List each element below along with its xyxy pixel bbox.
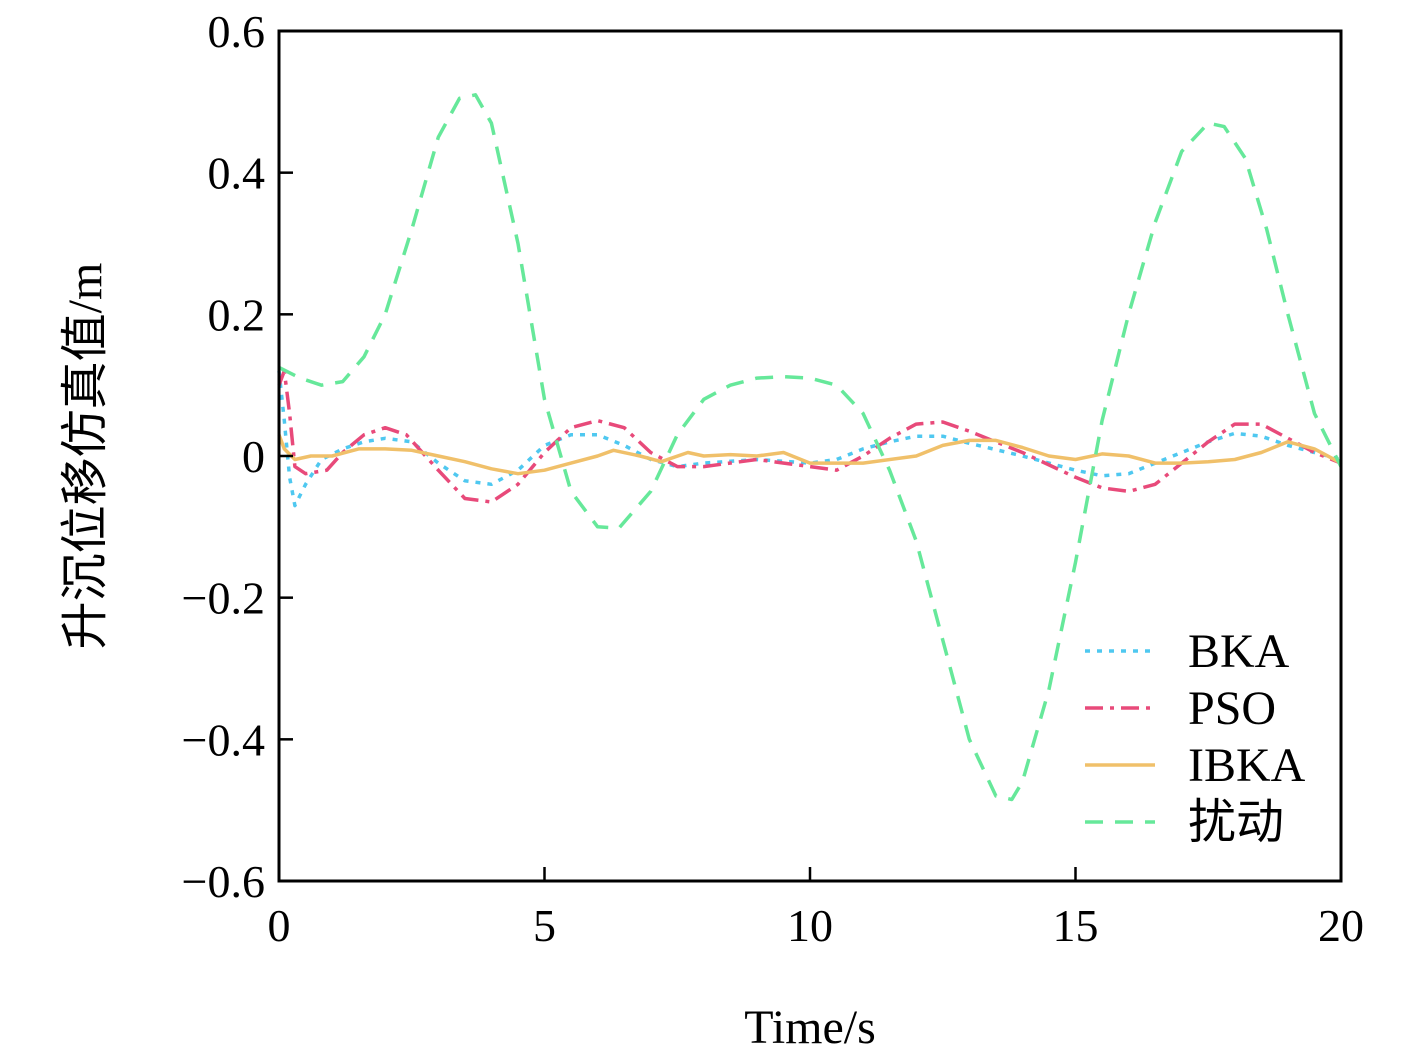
y-tick-label: −0.4: [182, 714, 265, 765]
legend-label: BKA: [1188, 625, 1290, 678]
series-layer: [277, 93, 1343, 802]
y-tick-label: 0.4: [208, 148, 266, 199]
x-axis-label: Time/s: [744, 1001, 876, 1054]
x-axis-ticks: 0 5 10 15 20: [268, 867, 1364, 951]
series-line-1: [277, 370, 1342, 508]
series-line-4: [278, 93, 1343, 802]
y-tick-label: −0.6: [182, 856, 265, 907]
y-axis-ticks: −0.6 −0.4 −0.2 0 0.2 0.4 0.6: [182, 6, 293, 907]
legend-label: IBKA: [1188, 739, 1306, 792]
legend-label: 扰动: [1188, 796, 1284, 849]
y-tick-label: 0: [242, 431, 265, 482]
x-tick-label: 20: [1318, 900, 1364, 951]
series-line-3: [277, 434, 1342, 476]
x-tick-label: 10: [787, 900, 833, 951]
y-tick-label: 0.2: [208, 289, 266, 340]
x-tick-label: 0: [268, 900, 291, 951]
y-axis-label: 升沉位移仿真值/m: [59, 263, 112, 650]
series-line-2: [277, 369, 1342, 504]
x-tick-label: 5: [533, 900, 556, 951]
legend-label: PSO: [1188, 682, 1276, 735]
y-tick-label: −0.2: [182, 573, 265, 624]
y-tick-label: 0.6: [208, 6, 266, 57]
x-tick-label: 15: [1053, 900, 1099, 951]
